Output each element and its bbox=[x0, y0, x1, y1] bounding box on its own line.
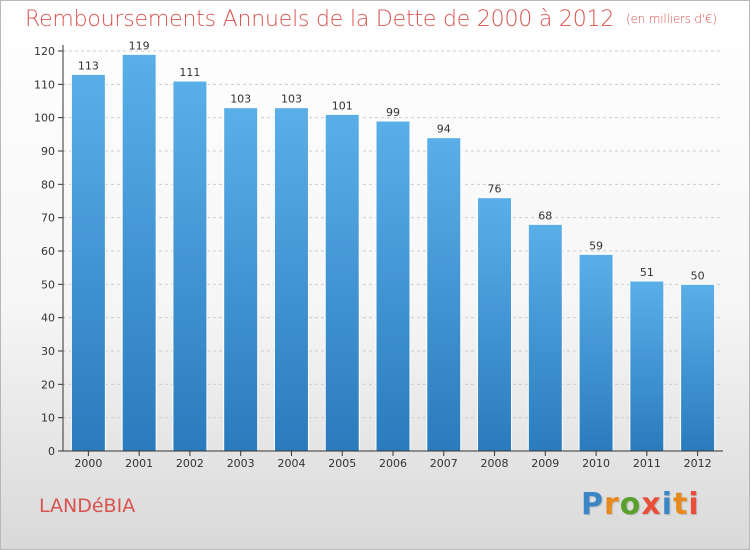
x-tick-label: 2009 bbox=[531, 457, 559, 470]
town-name: LANDéBIA bbox=[39, 495, 136, 517]
bar[interactable] bbox=[527, 223, 563, 452]
bar-value-label: 119 bbox=[129, 39, 150, 52]
x-tick-label: 2000 bbox=[74, 457, 102, 470]
y-tick-label: 10 bbox=[41, 412, 55, 425]
x-tick-label: 2007 bbox=[430, 457, 458, 470]
bar[interactable] bbox=[70, 73, 106, 452]
bar-value-label: 103 bbox=[281, 93, 302, 106]
x-tick-label: 2006 bbox=[379, 457, 407, 470]
bar[interactable] bbox=[680, 283, 716, 452]
y-tick-label: 120 bbox=[34, 45, 55, 58]
x-tick-label: 2004 bbox=[277, 457, 305, 470]
bar-value-label: 76 bbox=[488, 183, 502, 196]
logo-letter: r bbox=[604, 487, 620, 522]
x-tick-label: 2002 bbox=[176, 457, 204, 470]
x-tick-label: 2010 bbox=[582, 457, 610, 470]
bar[interactable] bbox=[223, 107, 259, 452]
bar[interactable] bbox=[477, 197, 513, 452]
bar[interactable] bbox=[375, 120, 411, 452]
bar-value-label: 101 bbox=[332, 99, 353, 112]
y-tick-label: 110 bbox=[34, 78, 55, 91]
bar[interactable] bbox=[426, 137, 462, 452]
bar-value-label: 113 bbox=[78, 59, 99, 72]
x-tick-label: 2012 bbox=[684, 457, 712, 470]
bar[interactable] bbox=[121, 53, 157, 452]
y-tick-label: 0 bbox=[48, 445, 55, 458]
bar-value-label: 111 bbox=[179, 66, 200, 79]
bar-value-label: 51 bbox=[640, 266, 654, 279]
bar-value-label: 68 bbox=[538, 209, 552, 222]
x-tick-label: 2001 bbox=[125, 457, 153, 470]
proxiti-logo[interactable]: Proxiti bbox=[581, 487, 700, 522]
x-tick-label: 2011 bbox=[633, 457, 661, 470]
logo-letter: o bbox=[619, 487, 642, 522]
logo-letter: t bbox=[673, 487, 689, 522]
bar-value-label: 50 bbox=[691, 269, 705, 282]
chart-title: Remboursements Annuels de la Dette de 20… bbox=[25, 7, 717, 32]
y-tick-label: 20 bbox=[41, 378, 55, 391]
bars: 113 119 111 103 103 101 99 94 76 68 59 51 50 bbox=[70, 39, 716, 452]
bar[interactable] bbox=[578, 253, 614, 452]
y-tick-label: 70 bbox=[41, 212, 55, 225]
logo-letter: x bbox=[641, 487, 662, 522]
bar[interactable] bbox=[629, 280, 665, 452]
y-tick-label: 100 bbox=[34, 112, 55, 125]
y-tick-label: 60 bbox=[41, 245, 55, 258]
bar[interactable] bbox=[273, 107, 309, 452]
title-text: Remboursements Annuels de la Dette de 20… bbox=[25, 7, 615, 32]
bar-value-label: 103 bbox=[230, 93, 251, 106]
x-tick-label: 2008 bbox=[481, 457, 509, 470]
y-tick-label: 40 bbox=[41, 312, 55, 325]
logo-letter: P bbox=[581, 487, 604, 522]
axes: 0 10 20 30 40 50 60 70 80 90 100 110 120 2000 2001 2002… bbox=[34, 45, 723, 470]
x-tick-label: 2003 bbox=[227, 457, 255, 470]
bar[interactable] bbox=[324, 113, 360, 452]
x-tick-label: 2005 bbox=[328, 457, 356, 470]
y-tick-label: 90 bbox=[41, 145, 55, 158]
bar[interactable] bbox=[172, 80, 208, 452]
y-tick-label: 30 bbox=[41, 345, 55, 358]
bar-value-label: 94 bbox=[437, 123, 451, 136]
title-unit: (en milliers d'€) bbox=[626, 12, 717, 26]
logo-letter: i bbox=[661, 487, 674, 522]
logo-letter: i bbox=[688, 487, 700, 522]
y-tick-label: 80 bbox=[41, 178, 55, 191]
bar-value-label: 59 bbox=[589, 239, 603, 252]
bar-value-label: 99 bbox=[386, 106, 400, 119]
y-tick-label: 50 bbox=[41, 278, 55, 291]
